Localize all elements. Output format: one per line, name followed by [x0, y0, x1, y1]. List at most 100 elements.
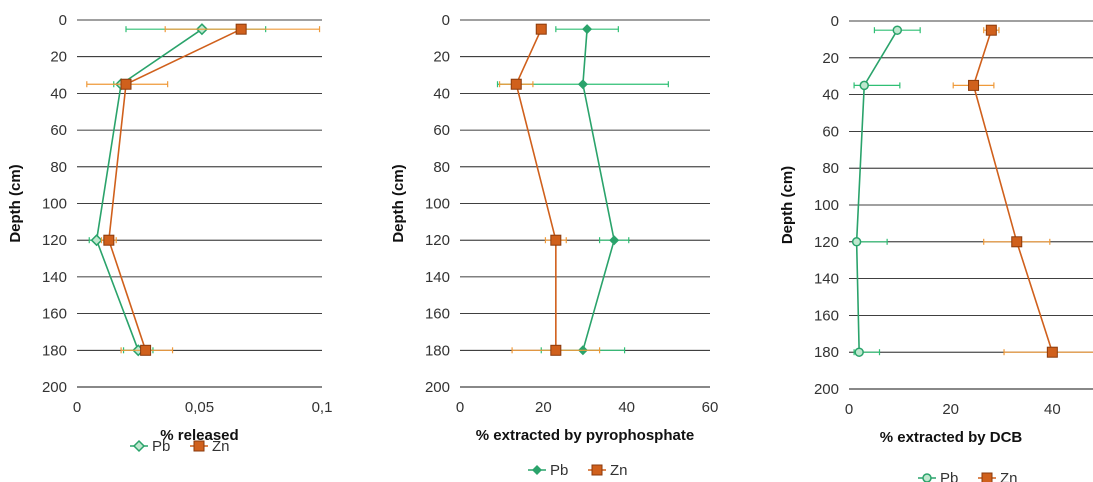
y-tick-label: 120 — [42, 232, 67, 249]
data-point — [854, 347, 864, 357]
plot-area — [851, 24, 1093, 358]
y-tick-label: 120 — [814, 234, 839, 251]
legend-label: Pb — [940, 470, 958, 482]
y-tick-label: 200 — [425, 379, 450, 396]
series-zn — [952, 24, 1093, 358]
legend-marker — [981, 472, 993, 482]
y-tick-label: 200 — [42, 379, 67, 396]
data-point — [577, 79, 588, 90]
y-tick-label: 40 — [433, 85, 450, 102]
series-pb — [851, 25, 921, 357]
data-point — [535, 23, 547, 35]
x-tick-label: 0 — [73, 399, 81, 416]
plot-area — [496, 23, 669, 356]
x-axis-title: % extracted by DCB — [880, 429, 1023, 446]
x-axis-title: % released — [160, 427, 238, 444]
legend-label: Pb — [152, 438, 170, 455]
legend-label: Zn — [212, 438, 230, 455]
data-point — [985, 24, 997, 36]
x-tick-label: 0,1 — [312, 399, 333, 416]
y-tick-label: 160 — [42, 306, 67, 323]
y-tick-label: 160 — [425, 306, 450, 323]
data-point — [892, 25, 903, 35]
x-tick-label: 40 — [1044, 401, 1061, 418]
y-tick-label: 160 — [814, 307, 839, 324]
data-point — [550, 344, 562, 356]
chart-1: 0 20 40 60 80 100 120 140 160 180 200 0 0,05 0,1 % rel… — [7, 12, 332, 455]
data-point — [550, 234, 562, 246]
series-zn — [86, 23, 321, 356]
x-axis-title: % extracted by pyrophosphate — [476, 427, 694, 444]
chart-3: 0 20 40 60 80 100 120 140 160 180 200 0 20 40 % extrac… — [779, 13, 1093, 482]
legend-marker — [591, 464, 603, 476]
y-tick-label: 100 — [425, 196, 450, 213]
series-line — [855, 29, 898, 353]
y-tick-label: 100 — [42, 196, 67, 213]
series-line — [108, 28, 242, 351]
y-tick-label: 80 — [50, 159, 67, 176]
series-pb — [88, 23, 267, 357]
data-point — [510, 78, 522, 90]
y-tick-label: 60 — [50, 122, 67, 139]
legend-label: Zn — [610, 462, 628, 479]
legend: Pb Zn — [528, 462, 628, 479]
y-tick-label: 120 — [425, 232, 450, 249]
y-tick-label: 60 — [822, 123, 839, 140]
y-tick-label: 80 — [433, 159, 450, 176]
y-axis-title: Depth (cm) — [390, 164, 407, 242]
y-tick-label: 20 — [50, 49, 67, 66]
y-tick-label: 20 — [822, 50, 839, 67]
y-tick-label: 140 — [814, 271, 839, 288]
data-point — [235, 23, 247, 35]
y-tick-label: 100 — [814, 197, 839, 214]
y-axis-title: Depth (cm) — [779, 166, 796, 244]
x-tick-label: 60 — [702, 399, 719, 416]
series-line — [582, 29, 615, 351]
y-tick-label: 40 — [822, 87, 839, 104]
data-point — [582, 24, 593, 35]
data-point — [1046, 346, 1058, 358]
legend: Pb Zn — [130, 438, 230, 455]
legend: Pb Zn — [918, 470, 1018, 482]
data-point — [103, 234, 115, 246]
y-tick-label: 200 — [814, 381, 839, 398]
series-line — [515, 28, 557, 351]
y-tick-label: 180 — [425, 342, 450, 359]
series-line — [972, 29, 1054, 353]
legend-marker — [132, 439, 146, 453]
y-tick-label: 0 — [59, 12, 67, 29]
data-point — [859, 80, 869, 91]
y-tick-label: 0 — [442, 12, 450, 29]
y-tick-label: 180 — [42, 342, 67, 359]
y-tick-label: 60 — [433, 122, 450, 139]
y-tick-label: 140 — [42, 269, 67, 286]
y-tick-label: 40 — [50, 85, 67, 102]
series-pb — [496, 24, 669, 356]
data-point — [968, 79, 980, 91]
legend-label: Zn — [1000, 470, 1018, 482]
x-tick-label: 20 — [942, 401, 959, 418]
data-point — [120, 78, 132, 90]
x-tick-label: 40 — [618, 399, 635, 416]
y-tick-label: 140 — [425, 269, 450, 286]
series-line — [95, 28, 203, 351]
chart-2: 0 20 40 60 80 100 120 140 160 180 200 0 20 40 60 % extr… — [390, 12, 718, 479]
legend-marker — [532, 465, 542, 475]
y-tick-label: 180 — [814, 344, 839, 361]
data-point — [90, 234, 103, 247]
plot-area — [86, 23, 321, 357]
y-tick-label: 80 — [822, 160, 839, 177]
x-tick-label: 0 — [456, 399, 464, 416]
legend-marker — [922, 473, 932, 482]
y-tick-label: 0 — [831, 13, 839, 30]
data-point — [1011, 236, 1023, 248]
data-point — [140, 344, 152, 356]
y-axis-title: Depth (cm) — [7, 164, 24, 242]
series-zn — [498, 23, 601, 356]
data-point — [609, 235, 620, 246]
x-tick-label: 20 — [535, 399, 552, 416]
x-tick-label: 0 — [845, 401, 853, 418]
y-tick-label: 20 — [433, 49, 450, 66]
legend-label: Pb — [550, 462, 568, 479]
